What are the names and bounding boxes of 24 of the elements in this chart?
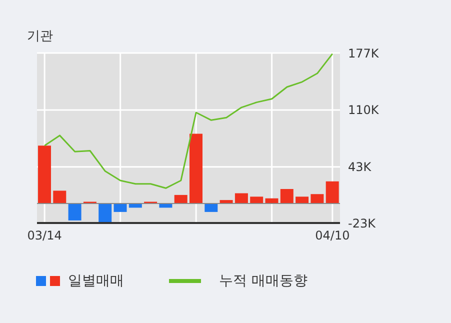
bar bbox=[296, 196, 309, 204]
bar bbox=[190, 134, 202, 204]
bar bbox=[204, 203, 218, 212]
bar bbox=[326, 181, 339, 204]
bar bbox=[310, 194, 324, 204]
line-series bbox=[44, 53, 334, 189]
bar bbox=[68, 203, 82, 220]
y-tick-label: 110K bbox=[348, 103, 380, 118]
y-tick-label: 177K bbox=[348, 46, 380, 60]
bar bbox=[234, 193, 248, 204]
legend-label: 일별매매 bbox=[68, 272, 124, 290]
x-tick-label: 04/10 bbox=[315, 228, 350, 243]
y-tick-label: 43K bbox=[348, 160, 372, 174]
x-tick-label: 03/14 bbox=[27, 228, 62, 243]
bar bbox=[280, 189, 294, 204]
bar bbox=[38, 146, 51, 204]
bar bbox=[174, 194, 188, 204]
y-tick-label: -23K bbox=[348, 216, 377, 230]
chart-title: 기관 bbox=[27, 28, 53, 45]
bar bbox=[53, 190, 66, 204]
bar bbox=[250, 196, 264, 204]
bar bbox=[114, 203, 127, 212]
legend-label: 누적 매매동향 bbox=[219, 272, 308, 290]
bar bbox=[98, 203, 112, 222]
